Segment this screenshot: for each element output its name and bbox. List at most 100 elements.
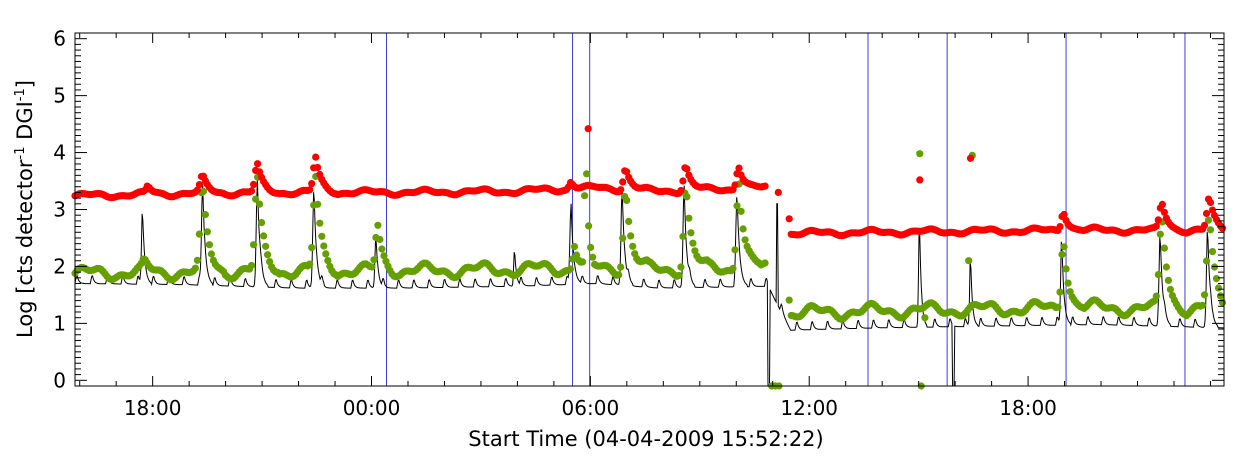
red-point-553	[1202, 209, 1211, 218]
green-point-345	[785, 296, 793, 304]
green-point-89	[250, 241, 258, 249]
green-outlier-3	[916, 150, 924, 158]
green-point-273	[619, 234, 627, 242]
green-point-124	[320, 242, 328, 250]
green-point-557	[1210, 263, 1219, 271]
green-point-153	[378, 245, 386, 253]
y-axis-title-part-3: ]	[13, 80, 37, 88]
black-series	[74, 178, 1224, 387]
green-point-533	[1162, 263, 1170, 271]
green-point-559	[1214, 284, 1223, 292]
green-point-332	[737, 207, 745, 215]
red-point-305	[683, 165, 691, 173]
green-point-330	[733, 202, 741, 210]
red-outlier-2	[916, 176, 924, 184]
green-point-555	[1206, 226, 1215, 234]
axis-ticks	[75, 33, 1224, 386]
green-point-303	[679, 232, 687, 241]
green-point-553	[1202, 257, 1211, 265]
x-tick-label-3: 12:00	[780, 396, 838, 420]
y-tick-labels: 0 1 2 3 4 5 6	[53, 27, 66, 393]
y-axis-title-sup-2: -1	[13, 88, 28, 101]
green-series	[71, 150, 1227, 390]
green-point-329	[731, 246, 739, 254]
y-tick-label-2: 2	[53, 254, 66, 278]
green-point-482	[1060, 243, 1068, 251]
red-point-121	[314, 163, 322, 172]
red-point-91	[254, 160, 262, 168]
red-point-303	[679, 177, 687, 185]
red-outlier-0	[584, 125, 592, 133]
green-point-534	[1164, 276, 1172, 284]
green-point-275	[623, 196, 631, 204]
green-point-92	[256, 200, 264, 208]
red-point-561	[1218, 224, 1227, 232]
green-point-249	[570, 243, 579, 251]
green-point-149	[370, 256, 378, 264]
green-point-88	[247, 261, 256, 270]
red-point-329	[731, 181, 739, 189]
red-point-532	[1160, 208, 1168, 216]
red-point-89	[250, 180, 258, 188]
y-tick-label-5: 5	[53, 84, 66, 108]
green-point-480	[1056, 288, 1064, 296]
x-tick-label-1: 00:00	[343, 396, 401, 420]
y-axis-title: Log [cts detector-1 DGI-1]	[13, 80, 37, 338]
red-point-275	[623, 168, 631, 176]
green-point-306	[685, 214, 693, 222]
x-axis-title: Start Time (04-04-2009 15:52:22)	[468, 427, 823, 451]
green-point-551	[1198, 301, 1207, 309]
black-line	[74, 178, 1224, 387]
red-point-302	[677, 186, 685, 195]
green-point-558	[1212, 275, 1221, 283]
y-tick-label-6: 6	[53, 27, 66, 51]
green-point-276	[625, 217, 633, 225]
red-point-120	[312, 153, 320, 161]
red-point-480	[1056, 223, 1064, 231]
green-point-121	[314, 200, 322, 208]
red-point-272	[617, 186, 625, 194]
green-outlier-6	[965, 257, 973, 265]
green-point-554	[1204, 216, 1213, 224]
green-point-123	[318, 232, 326, 240]
green-point-277	[627, 232, 635, 240]
green-outlier-4	[921, 314, 929, 322]
green-point-68	[207, 250, 215, 258]
green-point-302	[677, 263, 685, 271]
x-tick-label-0: 18:00	[124, 396, 182, 420]
red-point-531	[1158, 200, 1166, 208]
red-point-556	[1208, 206, 1217, 214]
green-point-484	[1064, 279, 1072, 287]
y-axis-title-part-2: DGI	[13, 101, 37, 146]
green-point-154	[380, 252, 388, 260]
red-point-344	[761, 182, 769, 190]
green-point-334	[741, 236, 749, 244]
green-point-278	[629, 242, 637, 250]
green-point-60	[191, 264, 199, 272]
red-point-117	[306, 186, 314, 194]
red-outlier-3	[966, 154, 975, 162]
green-point-64	[199, 187, 207, 196]
green-point-305	[683, 193, 691, 201]
green-point-152	[376, 235, 384, 244]
green-point-532	[1160, 244, 1168, 252]
green-point-483	[1062, 265, 1070, 273]
green-point-529	[1154, 271, 1162, 279]
green-point-272	[617, 263, 625, 271]
red-point-552	[1200, 221, 1209, 229]
green-point-256	[585, 222, 593, 230]
green-point-258	[589, 253, 597, 261]
x-tick-label-2: 06:00	[562, 396, 620, 420]
green-point-95	[262, 242, 270, 250]
green-point-561	[1218, 298, 1227, 307]
vertical-marker-lines	[386, 33, 1186, 386]
green-point-328	[729, 264, 737, 272]
green-point-125	[322, 250, 330, 258]
green-point-93	[258, 219, 266, 227]
green-point-552	[1200, 291, 1209, 299]
green-point-344	[761, 259, 769, 267]
red-point-62	[195, 181, 203, 189]
green-point-254	[581, 192, 589, 200]
red-point-529	[1154, 216, 1162, 224]
